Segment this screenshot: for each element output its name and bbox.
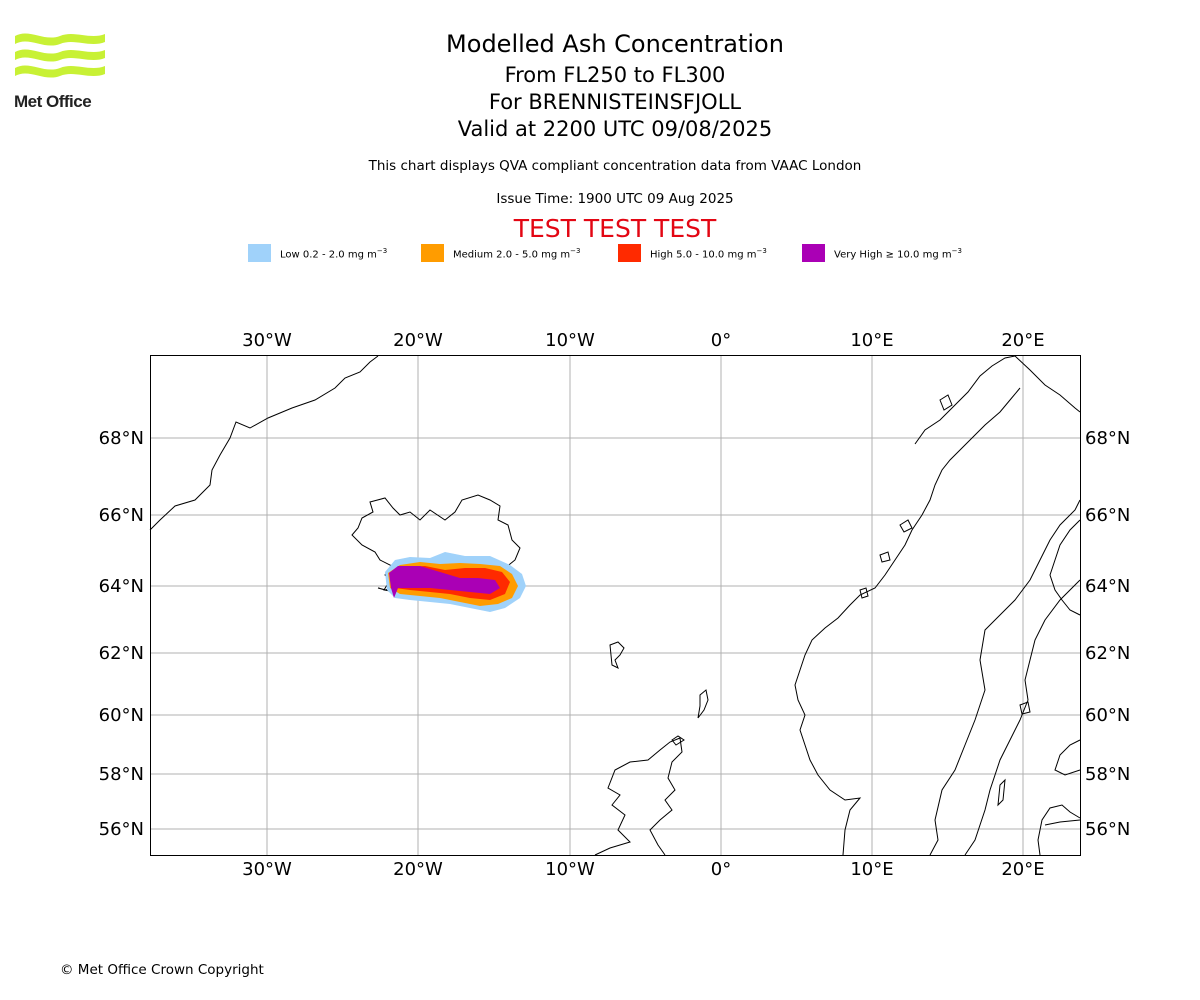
lat-labels-left: 68°N 66°N 64°N 62°N 60°N 58°N 56°N — [99, 428, 144, 840]
legend-swatch-medium — [421, 244, 444, 262]
concentration-legend: Low 0.2 - 2.0 mg m−3 Medium 2.0 - 5.0 mg… — [0, 244, 1200, 264]
lat-label-right: 62°N — [1085, 643, 1130, 664]
lon-label-top: 0° — [711, 330, 731, 351]
lat-label-right: 66°N — [1085, 505, 1130, 526]
gotland-island — [1019, 701, 1031, 715]
baltic-coast — [1054, 739, 1081, 776]
lat-label-left: 58°N — [99, 764, 144, 785]
shetland-islands — [697, 689, 709, 719]
met-office-logo — [14, 30, 106, 92]
norway-islands — [859, 394, 953, 599]
lat-label-right: 56°N — [1085, 819, 1130, 840]
scotland-coast — [594, 737, 683, 856]
lat-label-left: 66°N — [99, 505, 144, 526]
test-banner: TEST TEST TEST — [513, 214, 717, 243]
map-frame — [150, 355, 1081, 856]
legend-swatch-high — [618, 244, 641, 262]
norway-coast — [794, 355, 1081, 856]
issue-time: Issue Time: 1900 UTC 09 Aug 2025 — [496, 191, 734, 207]
lon-label-bottom: 20°W — [393, 859, 443, 880]
lat-label-right: 64°N — [1085, 576, 1130, 597]
lat-label-left: 68°N — [99, 428, 144, 449]
volcano-subtitle: For BRENNISTEINSFJOLL — [488, 90, 742, 114]
faroe-islands — [609, 641, 625, 670]
coastlines — [149, 355, 1081, 856]
legend-swatch-very-high — [802, 244, 825, 262]
met-office-logo-text: Met Office — [14, 92, 92, 111]
lon-label-bottom: 10°E — [850, 859, 893, 880]
legend-label-high: High 5.0 - 10.0 mg m−3 — [650, 247, 767, 261]
oland-island — [997, 778, 1006, 807]
greenland-coast — [149, 355, 379, 531]
chart-title: Modelled Ash Concentration — [446, 30, 784, 58]
lat-label-left: 60°N — [99, 705, 144, 726]
legend-label-low: Low 0.2 - 2.0 mg m−3 — [280, 247, 388, 261]
lon-label-top: 10°W — [545, 330, 595, 351]
lon-label-bottom: 30°W — [242, 859, 292, 880]
met-office-wave-icon — [15, 33, 105, 78]
finland-coast — [1049, 519, 1081, 616]
ash-very-high-region — [389, 566, 500, 598]
lon-labels-bottom: 30°W 20°W 10°W 0° 10°E 20°E — [242, 859, 1044, 880]
sweden-coast — [964, 579, 1081, 856]
lat-label-left: 56°N — [99, 819, 144, 840]
map-gridlines — [150, 355, 1080, 855]
lat-label-right: 58°N — [1085, 764, 1130, 785]
lat-label-left: 64°N — [99, 576, 144, 597]
lon-label-bottom: 0° — [711, 859, 731, 880]
flight-level-subtitle: From FL250 to FL300 — [504, 63, 726, 87]
lon-label-bottom: 10°W — [545, 859, 595, 880]
legend-label-medium: Medium 2.0 - 5.0 mg m−3 — [453, 247, 581, 261]
ash-plume — [385, 552, 526, 612]
lat-label-left: 62°N — [99, 643, 144, 664]
orkney-islands — [671, 735, 685, 746]
lon-label-top: 10°E — [850, 330, 893, 351]
lat-labels-right: 68°N 66°N 64°N 62°N 60°N 58°N 56°N — [1085, 428, 1130, 840]
lon-label-top: 30°W — [242, 330, 292, 351]
legend-label-very-high: Very High ≥ 10.0 mg m−3 — [834, 247, 962, 261]
lat-label-right: 68°N — [1085, 428, 1130, 449]
lon-label-top: 20°E — [1001, 330, 1044, 351]
copyright-notice: © Met Office Crown Copyright — [60, 962, 264, 978]
chart-description: This chart displays QVA compliant concen… — [368, 158, 862, 174]
valid-time-subtitle: Valid at 2200 UTC 09/08/2025 — [457, 117, 773, 141]
denmark-coast — [1037, 804, 1081, 856]
lat-label-right: 60°N — [1085, 705, 1130, 726]
lon-label-bottom: 20°E — [1001, 859, 1044, 880]
lon-label-top: 20°W — [393, 330, 443, 351]
lon-labels-top: 30°W 20°W 10°W 0° 10°E 20°E — [242, 330, 1044, 351]
legend-swatch-low — [248, 244, 271, 262]
